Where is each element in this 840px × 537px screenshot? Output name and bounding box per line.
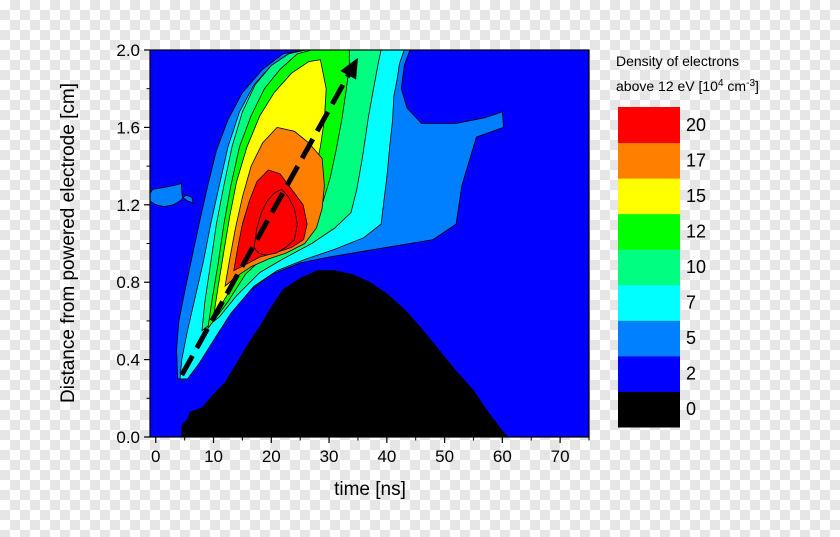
colorbar-label: 10 [686,257,706,277]
colorbar-swatch [618,284,680,321]
x-tick-label: 30 [320,447,339,466]
x-tick-label: 60 [493,447,512,466]
colorbar-swatch [618,249,680,286]
colorbar-label: 15 [686,186,706,206]
colorbar-scale [618,107,680,428]
colorbar-swatch [618,391,680,428]
arrow-head [340,57,358,80]
x-tick-label: 50 [435,447,454,466]
colorbar-label: 2 [686,364,696,384]
colorbar-label: 7 [686,293,696,313]
y-axis-title: Distance from powered electrode [cm] [58,83,79,403]
x-tick-label: 0 [151,447,160,466]
y-tick-label: 2.0 [116,41,140,60]
y-tick-label: 0.4 [116,351,140,370]
y-tick-label: 0.0 [116,428,140,447]
contour-level-20 [253,188,298,256]
colorbar: Density of electrons above 12 eV [104 cm… [616,53,759,428]
contour-level-2-lobe [150,182,194,208]
y-tick-label: 1.2 [116,196,140,215]
trajectory-arrow [179,57,358,377]
x-axis-title: time [ns] [334,479,406,500]
x-tick-label: 20 [262,447,281,466]
y-tick-label: 1.6 [116,118,140,137]
x-tick-label: 40 [377,447,396,466]
colorbar-label: 17 [686,150,706,170]
colorbar-label: 0 [686,399,696,419]
x-tick-label: 70 [551,447,570,466]
x-axis: 0 10 20 30 40 50 60 70 [151,437,590,466]
arrow-shaft [179,74,351,377]
y-axis: 0.0 0.4 0.8 1.2 1.6 2.0 [116,41,150,447]
y-tick-label: 0.8 [116,273,140,292]
colorbar-label: 5 [686,328,696,348]
colorbar-swatch [618,213,680,250]
plot-area [150,50,589,437]
colorbar-title-line1: Density of electrons [616,53,739,69]
colorbar-swatch [618,142,680,179]
colorbar-swatch [618,107,680,144]
x-tick-label: 10 [204,447,223,466]
colorbar-swatch [618,178,680,215]
colorbar-swatch [618,355,680,392]
colorbar-labels: 0 2 5 7 10 12 15 17 20 [686,115,706,419]
colorbar-title-line2: above 12 eV [104 cm-3] [616,78,759,94]
colorbar-swatch [618,320,680,357]
contour-level-0 [181,270,509,437]
colorbar-label: 12 [686,221,706,241]
colorbar-label: 20 [686,115,706,135]
